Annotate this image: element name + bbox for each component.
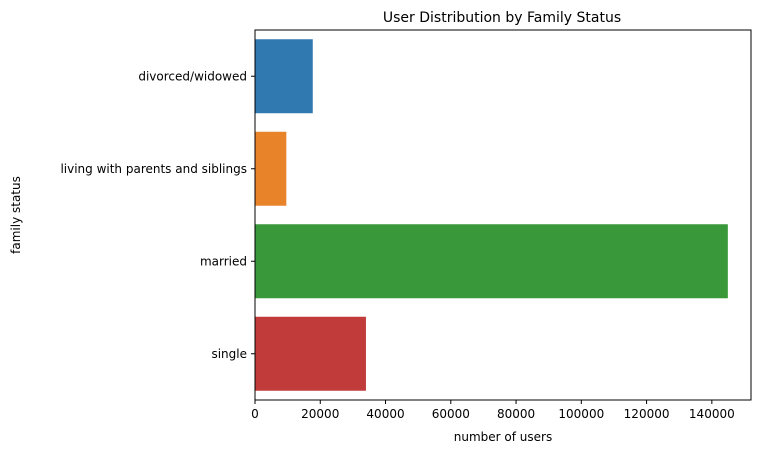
x-axis-label: number of users (454, 430, 552, 444)
x-tick-label-6: 120000 (624, 407, 670, 421)
y-tick-label-1: living with parents and siblings (60, 162, 247, 176)
bar-2 (255, 224, 728, 299)
x-tick-label-0: 0 (251, 407, 259, 421)
chart-title: User Distribution by Family Status (383, 10, 621, 26)
x-tick-label-4: 80000 (497, 407, 535, 421)
bar-0 (255, 39, 313, 114)
bar-1 (255, 131, 287, 206)
x-tick-label-2: 40000 (366, 407, 404, 421)
bars (255, 39, 728, 391)
y-axis-label: family status (9, 176, 23, 254)
x-axis-ticks: 0 20000 40000 60000 80000 100000 120000 140000 (251, 400, 735, 421)
bar-3 (255, 316, 366, 391)
y-tick-label-2: married (200, 254, 247, 268)
y-tick-label-3: single (211, 347, 247, 361)
plot-frame (254, 29, 752, 401)
x-tick-label-3: 60000 (432, 407, 470, 421)
y-axis-ticks: divorced/widowed living with parents and … (60, 69, 255, 361)
x-tick-label-7: 140000 (689, 407, 735, 421)
y-tick-label-0: divorced/widowed (138, 69, 247, 83)
x-tick-label-1: 20000 (301, 407, 339, 421)
x-tick-label-5: 100000 (558, 407, 604, 421)
